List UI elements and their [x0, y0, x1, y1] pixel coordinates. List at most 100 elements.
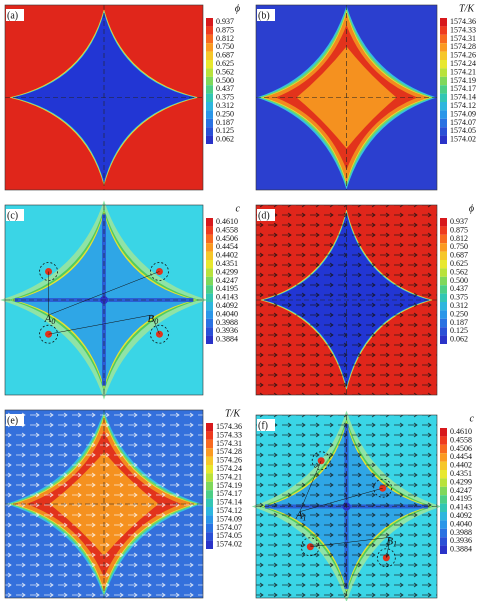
colorbar-swatch [206, 226, 213, 235]
colorbar-tick-label: 1574.19 [450, 76, 476, 85]
colorbar-swatch [206, 481, 213, 491]
panel-frame [4, 204, 204, 396]
panel-frame [255, 4, 438, 191]
colorbar-swatch [206, 507, 213, 516]
colorbar-swatch [206, 251, 213, 260]
colorbar-swatch [440, 68, 447, 77]
colorbar-tick-label: 1574.36 [216, 422, 242, 431]
colorbar-swatch [440, 453, 447, 462]
panel-frame [4, 409, 204, 599]
colorbar-swatch [206, 515, 213, 524]
colorbar-tick-label: 1574.02 [450, 135, 476, 144]
colorbar-tick-label: 1574.17 [450, 84, 476, 93]
colorbar-swatch [206, 335, 213, 344]
colorbar-tick-label: 0.3884 [216, 335, 238, 344]
colorbar-tick-label: 0.4092 [216, 301, 238, 310]
colorbar-tick-label: 0.4351 [216, 259, 238, 268]
colorbar-tick-label: 1574.07 [216, 523, 242, 532]
colorbar-swatch [440, 93, 447, 102]
colorbar-tick-label: 0.250 [450, 309, 468, 318]
colorbar-swatch [440, 318, 447, 328]
colorbar-tick-label: 0.875 [216, 25, 234, 34]
colorbar-swatch [206, 118, 213, 128]
colorbar-swatch [440, 528, 447, 538]
colorbar-swatch [206, 456, 213, 465]
colorbar-swatch [440, 110, 447, 119]
colorbar-tick-label: 0.4299 [450, 477, 472, 486]
colorbar-swatch [440, 503, 447, 512]
colorbar-swatch [206, 135, 213, 144]
colorbar-swatch [440, 495, 447, 504]
colorbar-title: T/K [459, 3, 475, 14]
colorbar-tick-label: 0.625 [450, 259, 468, 268]
marker-sub: 0 [51, 317, 55, 326]
marker-letter: B [148, 313, 155, 325]
colorbar-swatch [440, 51, 447, 60]
colorbar-tick-label: 0.4454 [450, 452, 472, 461]
colorbar-tick-label: 0.3988 [450, 528, 472, 537]
colorbar-swatch [206, 448, 213, 457]
colorbar-tick-label: 0.687 [450, 251, 468, 260]
colorbar-tick-label: 0.812 [216, 34, 234, 43]
colorbar-tick-label: 1574.26 [216, 456, 242, 465]
colorbar-tick-label: 0.125 [216, 126, 234, 135]
colorbar-tick-label: 0.562 [216, 67, 234, 76]
colorbar-tick-label: 0.250 [216, 109, 234, 118]
colorbar-swatch [206, 243, 213, 252]
colorbar-tick-label: 0.4610 [450, 427, 472, 436]
colorbar-swatch [440, 276, 447, 286]
colorbar-swatch [206, 68, 213, 77]
label-box [257, 9, 275, 21]
colorbar-swatch [440, 251, 447, 260]
colorbar-tick-label: 1574.28 [216, 447, 242, 456]
colorbar-tick-label: 0.437 [450, 284, 468, 293]
colorbar-swatch [206, 293, 213, 302]
colorbar-tick-label: 1574.36 [450, 17, 476, 26]
colorbar-tick-label: 1574.02 [216, 540, 242, 549]
colorbar-tick-label: 0.4351 [450, 469, 472, 478]
colorbar-swatch [440, 268, 447, 277]
colorbar-tick-label: 1574.21 [216, 472, 242, 481]
panel-frame [4, 4, 204, 191]
colorbar-swatch [440, 26, 447, 35]
colorbar-swatch [440, 461, 447, 470]
colorbar-swatch [206, 76, 213, 86]
colorbar-swatch [440, 310, 447, 319]
colorbar-swatch [440, 102, 447, 111]
colorbar-tick-label: 0.625 [216, 59, 234, 68]
colorbar-tick-label: 0.125 [450, 326, 468, 335]
colorbar-swatch [440, 243, 447, 252]
colorbar-swatch [206, 43, 213, 52]
colorbar-swatch [206, 60, 213, 69]
colorbar-tick-label: 0.4195 [216, 284, 238, 293]
colorbar-tick-label: 1574.09 [450, 109, 476, 118]
colorbar-swatch [440, 520, 447, 529]
colorbar-tick-label: 0.437 [216, 84, 234, 93]
colorbar-swatch [206, 102, 213, 111]
colorbar-tick-label: 1574.12 [450, 101, 476, 110]
panel-label: (b) [258, 10, 270, 21]
colorbar-tick-label: 0.4092 [450, 511, 472, 520]
colorbar-swatch [440, 470, 447, 479]
colorbar-title: c [236, 203, 241, 214]
colorbar-tick-label: 1574.24 [450, 59, 476, 68]
label-box [6, 414, 24, 426]
colorbar-swatch [440, 478, 447, 487]
colorbar-swatch [206, 110, 213, 119]
colorbar-tick-label: 0.4143 [450, 503, 472, 512]
marker-circle [150, 324, 169, 344]
colorbar-tick-label: 0.375 [216, 93, 234, 102]
colorbar-swatch [206, 260, 213, 269]
colorbar-tick-label: 1574.09 [216, 514, 242, 523]
colorbar-tick-label: 0.3988 [216, 318, 238, 327]
colorbar-tick-label: 0.4299 [216, 267, 238, 276]
colorbar-swatch [440, 18, 447, 27]
colorbar-swatch [206, 218, 213, 227]
colorbar-tick-label: 0.937 [450, 217, 468, 226]
colorbar-tick-label: 0.4402 [450, 461, 472, 470]
colorbar-swatch [206, 318, 213, 328]
colorbar-swatch [440, 60, 447, 69]
colorbar-tick-label: 1574.17 [216, 489, 242, 498]
colorbar-swatch [440, 302, 447, 311]
colorbar-swatch [206, 276, 213, 286]
